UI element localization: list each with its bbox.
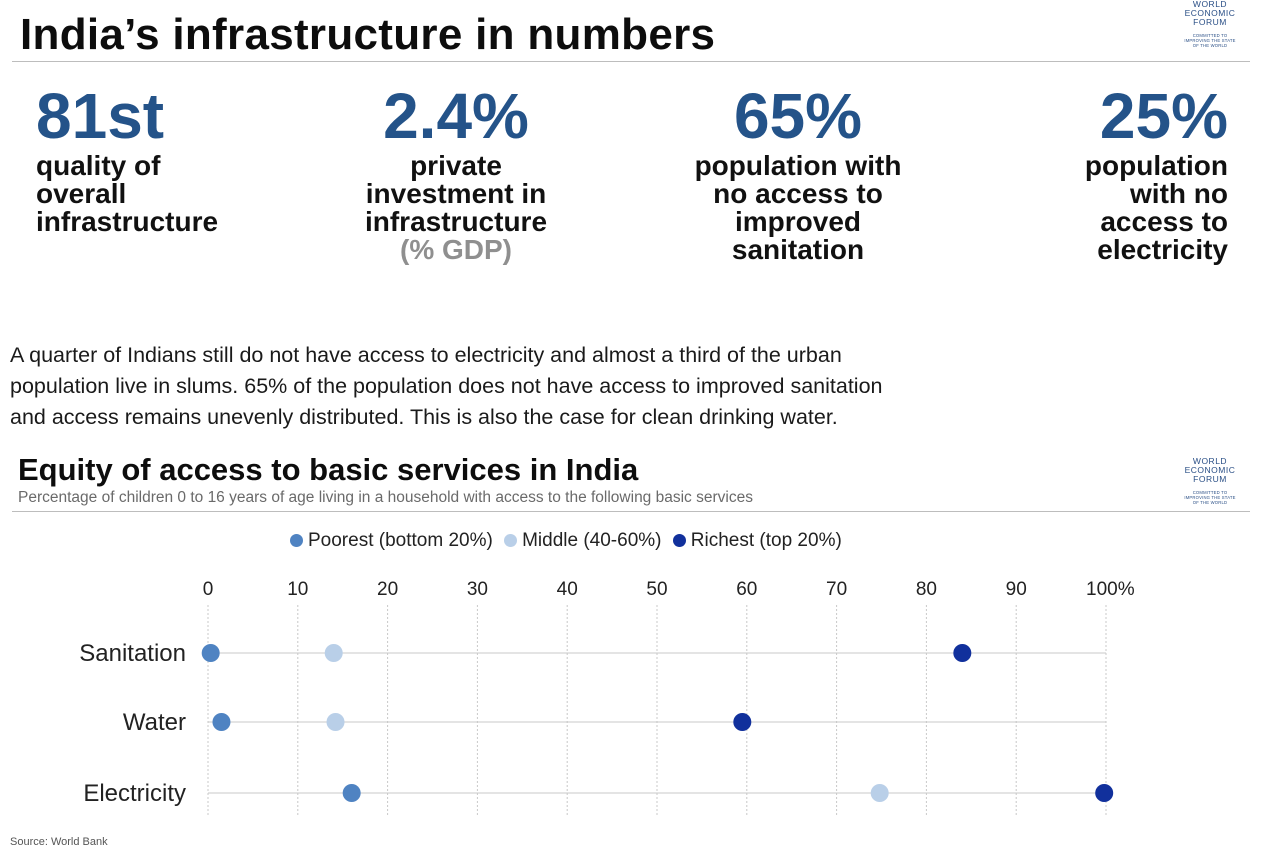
stat-unit: (% GDP)	[400, 234, 512, 265]
category-label: Water	[123, 709, 186, 736]
chart-legend: Poorest (bottom 20%) Middle (40-60%) Ric…	[290, 530, 848, 552]
dot-plot-chart: 0 10 20 30 40 50 60 70 80 90 100% Sanitation Water El…	[79, 579, 1135, 815]
legend-item-poorest: Poorest (bottom 20%)	[290, 530, 493, 552]
wef-logo: WORLD ECONOMIC FORUM COMMITTED TO IMPROVING…	[1184, 0, 1236, 48]
stat-private-investment: 2.4% private investment in infrastructure …	[336, 80, 576, 264]
x-tick-label: 20	[377, 579, 398, 600]
category-label: Electricity	[83, 780, 186, 807]
legend-dot	[672, 534, 686, 547]
stat-electricity: 25% population with no access to electricit…	[1020, 80, 1228, 264]
stat-sanitation: 65% population with no access to improved s…	[658, 80, 938, 264]
source-note: Source: World Bank	[10, 836, 108, 848]
summary-paragraph: A quarter of Indians still do not have a…	[10, 343, 883, 429]
x-tick-label: 60	[736, 579, 757, 600]
category-label: Sanitation	[79, 640, 186, 667]
chart-subtitle: Percentage of children 0 to 16 years of …	[18, 489, 753, 506]
data-point	[324, 644, 343, 662]
chart-divider	[12, 511, 1250, 512]
page-title: India’s infrastructure in numbers	[20, 10, 716, 59]
stat-value: 81st	[36, 80, 165, 152]
x-tick-label: 90	[1006, 579, 1027, 600]
x-tick-label: 100%	[1086, 579, 1135, 600]
data-point	[953, 644, 972, 662]
legend-item-richest: Richest (top 20%)	[672, 530, 842, 552]
x-tick-label: 50	[646, 579, 667, 600]
legend-dot	[504, 534, 518, 547]
x-tick-label: 0	[203, 579, 214, 600]
data-point	[870, 784, 889, 802]
data-point	[212, 713, 231, 731]
x-tick-label: 10	[287, 579, 308, 600]
x-tick-label: 70	[826, 579, 847, 600]
stat-infrastructure-quality: 81st quality of overall infrastructure	[36, 80, 218, 236]
data-point	[733, 713, 752, 731]
x-tick-label: 30	[467, 579, 488, 600]
stat-value: 65%	[733, 80, 863, 152]
x-tick-label: 80	[916, 579, 937, 600]
header-divider	[12, 61, 1250, 62]
data-point	[326, 713, 345, 731]
wef-logo-chart: WORLD ECONOMIC FORUM COMMITTED TO IMPROVING…	[1184, 456, 1236, 506]
stat-description: population with no access to improved sanit…	[694, 150, 902, 265]
data-point	[201, 644, 220, 662]
stat-value: 2.4%	[383, 80, 529, 152]
stat-value: 25%	[1099, 80, 1228, 152]
legend-dot	[290, 534, 303, 547]
data-point	[1095, 784, 1114, 802]
legend-item-middle: Middle (40-60%)	[504, 530, 662, 552]
stat-description: quality of overall infrastructure	[36, 150, 219, 237]
stat-description: private investment in infrastructure (% GD…	[336, 152, 576, 264]
x-tick-label: 40	[557, 579, 578, 600]
data-point	[342, 784, 361, 802]
stat-description: population with no access to electricity	[1084, 150, 1228, 265]
chart-title: Equity of access to basic services in In…	[18, 452, 639, 487]
